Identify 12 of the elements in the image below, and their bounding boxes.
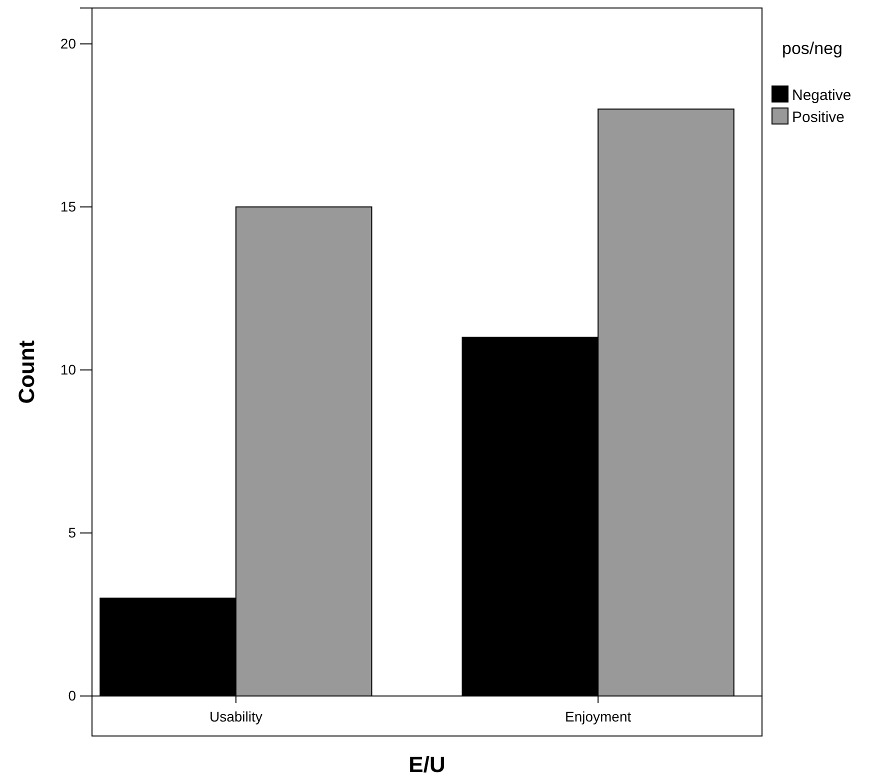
y-tick-label: 0 bbox=[68, 687, 76, 704]
y-tick-label: 5 bbox=[68, 524, 76, 540]
legend-title: pos/neg bbox=[782, 39, 842, 58]
y-tick-label: 15 bbox=[60, 198, 76, 214]
y-axis-title: Count bbox=[14, 340, 39, 404]
x-axis-title: E/U bbox=[408, 752, 446, 777]
legend-label: Positive bbox=[792, 109, 845, 126]
x-tick-label: Enjoyment bbox=[565, 708, 632, 724]
y-tick-label: 20 bbox=[60, 35, 76, 52]
x-tick-label: Usability bbox=[209, 708, 262, 724]
y-tick-label: 10 bbox=[60, 361, 76, 378]
legend-label: Negative bbox=[792, 87, 852, 104]
